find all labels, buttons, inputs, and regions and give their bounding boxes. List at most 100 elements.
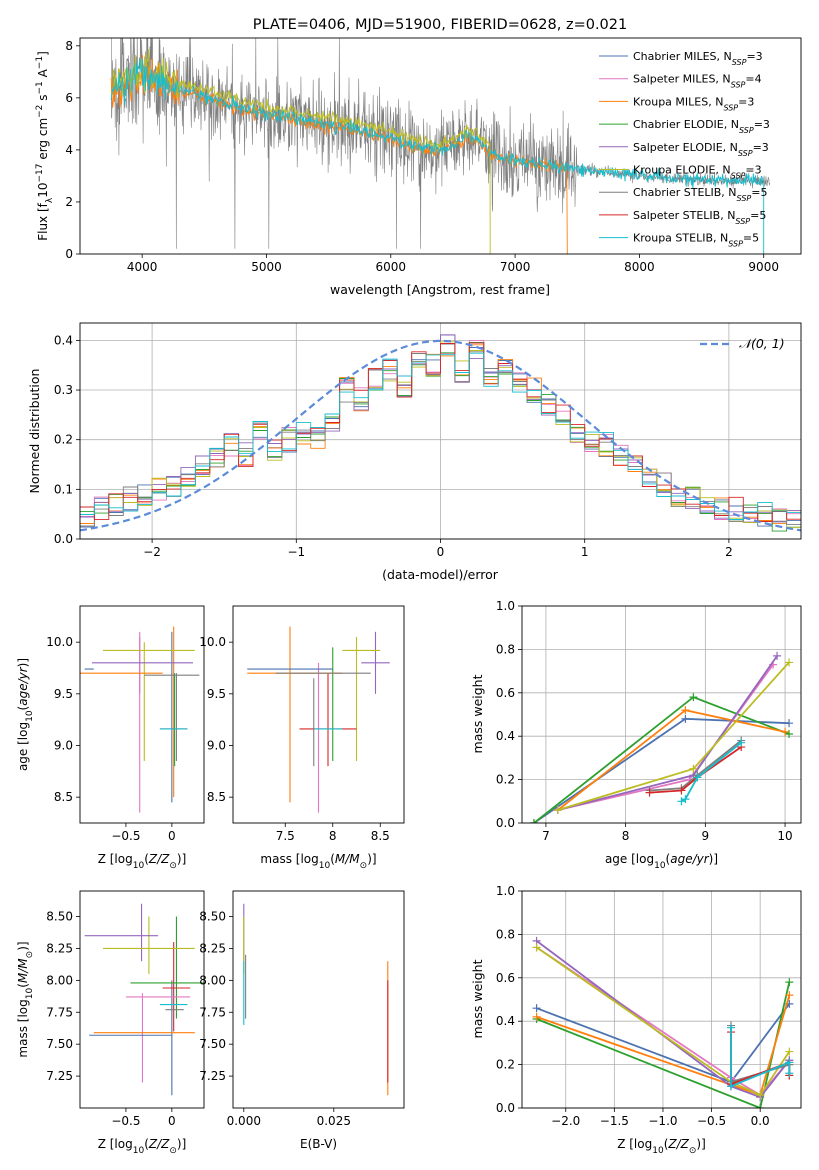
y-tick-label: 0.6	[496, 971, 515, 985]
mass-weight-marker	[756, 1090, 765, 1099]
y-tick-label: 8.50	[46, 910, 73, 924]
x-axis-label: E(B-V)	[300, 1137, 337, 1151]
x-axis-label: wavelength [Angstrom, rest frame]	[330, 282, 550, 297]
legend-label: Kroupa STELIB, NSSP=5	[633, 232, 759, 249]
mass-weight-marker	[756, 1104, 765, 1108]
z-age-axes: −0.5 0 8.5 9.0 9.5 10.0	[46, 605, 205, 843]
mass-weight-marker	[785, 991, 794, 1000]
axes-frame	[79, 605, 205, 824]
x-tick-label: 0	[168, 829, 176, 843]
legend-label: Salpeter MILES, NSSP=4	[633, 73, 762, 90]
y-tick-label: 2	[65, 195, 73, 209]
histogram-step-line	[80, 352, 801, 520]
x-tick-label: −0.5	[111, 829, 140, 843]
mass-weight-marker	[681, 706, 690, 715]
y-tick-label: 0.6	[496, 686, 515, 700]
y-tick-label: 1.0	[496, 884, 515, 898]
x-axis-label: Z [log10(Z/Z⊙)]	[617, 1137, 706, 1156]
mass-weight-marker	[532, 943, 541, 952]
y-tick-label: 0	[65, 247, 73, 261]
mass-age-axes: 7.5 8 8.5 8.5 9.0 9.5 10.0	[199, 605, 405, 843]
y-tick-label: 0.4	[54, 333, 73, 347]
mass-weight-marker	[773, 651, 782, 660]
mass-weight-marker	[681, 714, 690, 723]
mass-weight-marker	[532, 1004, 541, 1013]
model-spectrum-line	[110, 54, 568, 254]
x-tick-label: 7000	[500, 260, 531, 274]
y-tick-label: 9.5	[54, 687, 73, 701]
mass-weight-line	[536, 946, 791, 1097]
x-axis-label: Z [log10(Z/Z⊙)]	[98, 852, 187, 871]
mass-weight-line	[536, 981, 791, 1108]
mass-weight-marker	[693, 773, 702, 782]
y-tick-label: 0.2	[496, 1058, 515, 1072]
legend-label: Chabrier STELIB, NSSP=5	[633, 186, 767, 203]
y-tick-label: 0.2	[496, 773, 515, 787]
mass-weight-marker	[689, 764, 698, 773]
chart-title: PLATE=0406, MJD=51900, FIBERID=0628, z=0…	[253, 17, 627, 33]
y-tick-label: 0.1	[54, 482, 73, 496]
x-tick-label: 8	[329, 829, 337, 843]
x-axis-label: age [log10(age/yr)]	[605, 852, 718, 871]
x-tick-label: 10	[777, 829, 792, 843]
axes-frame	[521, 605, 802, 824]
x-tick-label: 0.000	[227, 1114, 261, 1128]
x-tick-label: −2.0	[551, 1114, 580, 1128]
y-axis-label: mass [log10(M/M⊙)]	[16, 941, 35, 1057]
axes-frame	[79, 890, 205, 1109]
y-tick-label: 7.50	[46, 1037, 73, 1051]
mass-weight-marker	[785, 658, 794, 667]
x-axis-label: (data-model)/error	[382, 567, 499, 582]
axes-frame	[79, 37, 802, 255]
x-tick-label: 0.025	[317, 1114, 351, 1128]
mass-weight-marker	[727, 1023, 736, 1032]
mass-weight-marker	[681, 795, 690, 804]
x-axis-label: Z [log10(Z/Z⊙)]	[98, 1137, 187, 1156]
y-tick-label: 0.0	[54, 532, 73, 546]
x-tick-label: −1.5	[600, 1114, 629, 1128]
mass-weight-marker	[781, 727, 790, 736]
axes-frame	[232, 890, 405, 1109]
x-tick-label: 7.5	[276, 829, 295, 843]
mass-weight-line	[680, 741, 742, 803]
mass-weight-marker	[785, 1069, 794, 1078]
y-tick-label: 4	[65, 143, 73, 157]
mass-weight-line	[557, 655, 778, 811]
plot-area	[80, 626, 200, 813]
plot-area	[243, 903, 389, 1096]
y-tick-label: 10.0	[46, 635, 73, 649]
y-axis-label: Normed distribution	[27, 369, 42, 494]
y-tick-label: 7.25	[199, 1069, 226, 1083]
age-weight-axes: 7 8 9 10 0.0 0.2 0.4 0.6 0.8 1.0	[496, 599, 802, 843]
mass-weight-line	[536, 940, 791, 1099]
x-tick-label: −2	[143, 545, 161, 559]
legend-label: 𝒩(0, 1)	[739, 336, 785, 351]
y-tick-label: 6	[65, 91, 73, 105]
y-tick-label: 8	[65, 39, 73, 53]
y-axis-label: age [log10(age/yr)]	[16, 658, 35, 771]
x-tick-label: 4000	[127, 260, 158, 274]
y-axis-label: mass weight	[470, 674, 485, 753]
axes-frame	[232, 605, 405, 824]
mass-weight-marker	[677, 786, 686, 795]
x-tick-label: 1	[581, 545, 589, 559]
x-tick-label: 9000	[748, 260, 779, 274]
y-tick-label: 9.5	[207, 687, 226, 701]
plot-area	[532, 936, 794, 1108]
z-weight-axes: −2.0 −1.5 −1.0 −0.5 0.0 0.0 0.2 0.4 0.6 0.8 1.0	[496, 884, 802, 1128]
plot-area	[110, 38, 770, 254]
x-tick-label: 8	[622, 829, 630, 843]
y-tick-label: 7.75	[199, 1005, 226, 1019]
x-tick-label: −0.5	[111, 1114, 140, 1128]
y-tick-label: 7.75	[46, 1005, 73, 1019]
mass-weight-marker	[785, 1058, 794, 1067]
mass-weight-line	[649, 746, 742, 794]
y-tick-label: 0.2	[54, 433, 73, 447]
mass-weight-line	[730, 1027, 791, 1088]
mass-weight-marker	[645, 788, 654, 797]
legend-label: Chabrier ELODIE, NSSP=3	[633, 118, 770, 135]
legend-label: Chabrier MILES, NSSP=3	[633, 50, 763, 67]
y-tick-label: 7.25	[46, 1069, 73, 1083]
y-tick-label: 8.25	[199, 941, 226, 955]
